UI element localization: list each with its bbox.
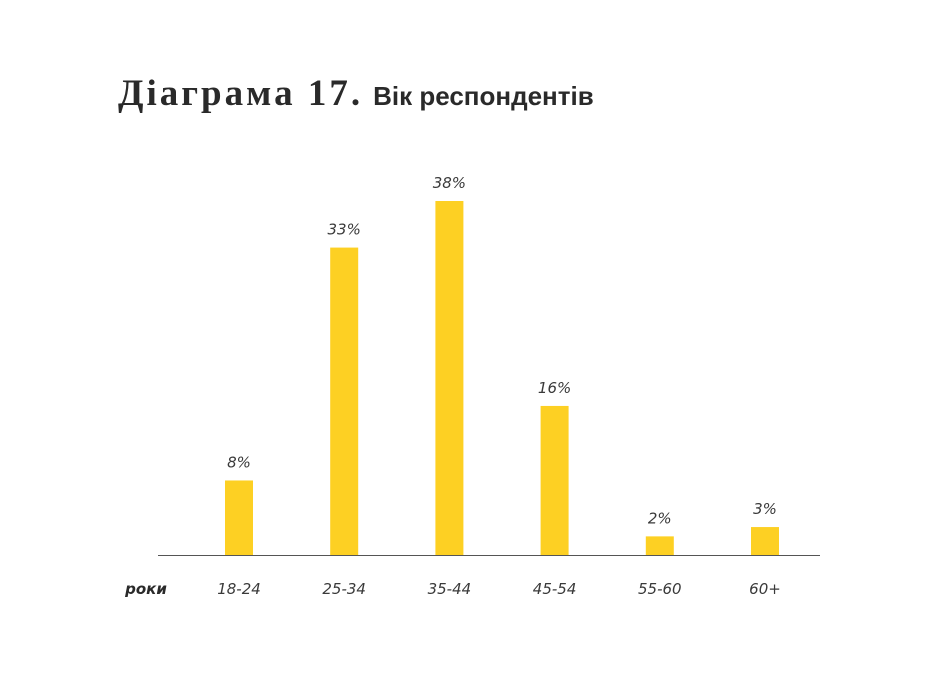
bars-group	[225, 201, 779, 555]
data-label-45-54: 16%	[538, 379, 571, 397]
x-axis-label: роки	[124, 580, 167, 598]
tick-label-35-44: 35-44	[428, 580, 472, 598]
data-label-18-24: 8%	[227, 453, 251, 471]
chart-title: Діаграма 17. Вік респондентів	[118, 72, 594, 115]
bar-60+	[751, 527, 779, 555]
bar-45-54	[540, 405, 569, 555]
tick-labels-group: 18-24 25-34 35-44 45-54 55-60 60+	[217, 580, 781, 598]
data-label-55-60: 2%	[648, 509, 672, 527]
bar-25-34	[330, 247, 359, 555]
bar-35-44	[435, 201, 464, 555]
bar-18-24	[225, 480, 253, 555]
value-labels-group: 8% 33% 38% 16% 2% 3%	[227, 174, 777, 527]
data-label-25-34: 33%	[328, 221, 361, 239]
chart-title-sub: Вік респондентів	[373, 81, 594, 111]
tick-label-55-60: 55-60	[638, 580, 682, 598]
chart-title-main: Діаграма 17.	[118, 73, 364, 114]
bar-55-60	[645, 536, 674, 555]
tick-label-60+: 60+	[749, 580, 781, 598]
data-label-60+: 3%	[753, 500, 777, 518]
tick-label-45-54: 45-54	[533, 580, 577, 598]
data-label-35-44: 38%	[433, 174, 466, 192]
tick-label-25-34: 25-34	[322, 580, 366, 598]
tick-label-18-24: 18-24	[217, 580, 261, 598]
